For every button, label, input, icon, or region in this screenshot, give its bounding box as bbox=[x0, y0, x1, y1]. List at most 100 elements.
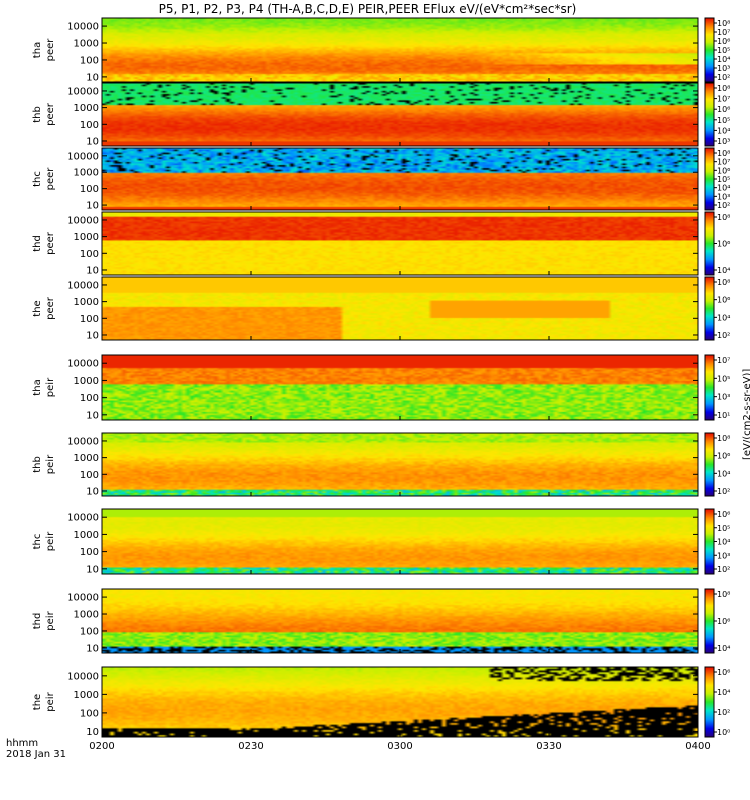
panel-probe-label: thd bbox=[32, 613, 43, 630]
panel-probe-label: thd bbox=[32, 235, 43, 252]
panel-species-label: peir bbox=[45, 531, 56, 551]
colorbar-tick-label: 10⁶ bbox=[717, 510, 730, 519]
heatmap-image bbox=[102, 212, 698, 275]
colorbar bbox=[704, 354, 715, 421]
heatmap-image bbox=[102, 589, 698, 653]
panel-probe-label: thb bbox=[32, 456, 43, 473]
y-tick-label: 10000 bbox=[67, 86, 99, 97]
y-tick-label: 10 bbox=[86, 564, 99, 575]
y-tick-label: 1000 bbox=[74, 39, 99, 50]
y-tick-label: 10 bbox=[86, 643, 99, 654]
y-tick-label: 100 bbox=[80, 249, 99, 260]
y-tick-label: 10000 bbox=[67, 359, 99, 370]
colorbar-tick-label: 10² bbox=[717, 487, 730, 496]
colorbar-tick-label: 10⁷ bbox=[717, 356, 730, 365]
colorbar-tick-label: 10⁵ bbox=[717, 116, 730, 125]
colorbar-tick-label: 10⁴ bbox=[717, 469, 730, 478]
colorbar-tick-label: 10⁶ bbox=[717, 166, 730, 175]
chart-title: P5, P1, P2, P3, P4 (TH-A,B,C,D,E) PEIR,P… bbox=[158, 2, 577, 16]
colorbar-tick-label: 10⁸ bbox=[717, 590, 730, 599]
colorbar-tick-label: 10⁰ bbox=[717, 728, 730, 737]
y-tick-label: 100 bbox=[80, 314, 99, 325]
colorbar-tick-label: 10⁴ bbox=[717, 644, 730, 653]
spectrogram-panel: 10 100 1000 10000 thd peer 10⁸ 10⁶ 10⁴ bbox=[32, 211, 730, 276]
colorbar-tick-label: 10⁴ bbox=[717, 313, 730, 322]
heatmap-image bbox=[102, 148, 698, 210]
panel-species-label: peer bbox=[45, 231, 56, 255]
heatmap-image bbox=[102, 509, 698, 574]
colorbar-tick-label: 10⁸ bbox=[717, 434, 730, 443]
colorbar-tick-label: 10³ bbox=[717, 393, 730, 402]
panel-probe-label: the bbox=[32, 694, 43, 710]
colorbar-tick-label: 10⁴ bbox=[717, 55, 730, 64]
colorbar-tick-label: 10⁸ bbox=[717, 149, 730, 158]
panel-species-label: peir bbox=[45, 691, 56, 711]
colorbar bbox=[704, 276, 715, 341]
x-tick-label: 0200 bbox=[89, 741, 114, 752]
colorbar bbox=[704, 17, 715, 83]
spectrogram-panel: 10 100 1000 10000 the peir 10⁶ 10⁴ 10² 10⁰ bbox=[32, 666, 730, 738]
time-axis-label: hhmm 2018 Jan 31 bbox=[6, 738, 66, 760]
time-axis-unit: hhmm bbox=[6, 738, 39, 749]
panel-species-label: peer bbox=[45, 167, 56, 191]
y-tick-label: 10 bbox=[86, 72, 99, 83]
heatmap-image bbox=[102, 83, 698, 146]
colorbar-tick-label: 10² bbox=[717, 331, 730, 340]
x-tick-label: 0300 bbox=[387, 741, 412, 752]
y-tick-label: 10 bbox=[86, 727, 99, 738]
colorbar-tick-label: 10⁵ bbox=[717, 46, 730, 55]
spectrogram-panel: 10 100 1000 10000 thb peir 10⁸ 10⁶ 10⁴ 10² bbox=[32, 432, 730, 497]
colorbar-unit-label: [eV/(cm2-s-sr-eV)] bbox=[742, 368, 750, 460]
colorbar-tick-label: 10⁶ bbox=[717, 617, 730, 626]
time-axis-date: 2018 Jan 31 bbox=[6, 749, 66, 760]
colorbar-tick-label: 10⁷ bbox=[717, 158, 730, 167]
colorbar-tick-label: 10¹ bbox=[717, 411, 730, 420]
y-tick-label: 100 bbox=[80, 184, 99, 195]
heatmap-image bbox=[102, 355, 698, 420]
panel-species-label: peir bbox=[45, 454, 56, 474]
y-tick-label: 10 bbox=[86, 265, 99, 276]
y-tick-label: 1000 bbox=[74, 690, 99, 701]
y-tick-label: 10000 bbox=[67, 671, 99, 682]
colorbar-tick-label: 10⁶ bbox=[717, 668, 730, 677]
colorbar-tick-label: 10⁶ bbox=[717, 240, 730, 249]
y-tick-label: 100 bbox=[80, 708, 99, 719]
colorbar-tick-label: 10⁴ bbox=[717, 266, 730, 275]
colorbar-tick-label: 10⁵ bbox=[717, 175, 730, 184]
colorbar-tick-label: 10⁸ bbox=[717, 19, 730, 28]
spectrogram-panel: 10 100 1000 10000 tha peir 10⁷ 10⁵ 10³ 10¹ bbox=[32, 354, 730, 421]
y-tick-label: 10 bbox=[86, 136, 99, 147]
panel-species-label: peer bbox=[45, 296, 56, 320]
colorbar-tick-label: 10⁶ bbox=[717, 105, 730, 114]
panel-probe-label: thc bbox=[32, 171, 43, 187]
y-tick-label: 10000 bbox=[67, 593, 99, 604]
y-tick-label: 10 bbox=[86, 486, 99, 497]
spectrogram-panel: 10 100 1000 10000 thc peer 10⁸10⁷10⁶10⁵10⁴10³1… bbox=[32, 147, 730, 212]
y-tick-label: 100 bbox=[80, 470, 99, 481]
spectrogram-panel: 10 100 1000 10000 thd peir 10⁸ 10⁶ 10⁴ bbox=[32, 588, 730, 654]
heatmap-image bbox=[102, 18, 698, 82]
y-tick-label: 10000 bbox=[67, 151, 99, 162]
colorbar bbox=[704, 508, 715, 575]
colorbar-tick-label: 10⁸ bbox=[717, 84, 730, 93]
colorbar bbox=[704, 588, 715, 654]
y-tick-label: 100 bbox=[80, 393, 99, 404]
y-tick-label: 10000 bbox=[67, 280, 99, 291]
x-tick-label: 0400 bbox=[685, 741, 710, 752]
panel-probe-label: the bbox=[32, 300, 43, 316]
colorbar-tick-label: 10⁴ bbox=[717, 126, 730, 135]
colorbar-tick-label: 10⁵ bbox=[717, 524, 730, 533]
colorbar-tick-label: 10² bbox=[717, 708, 730, 717]
y-tick-label: 10000 bbox=[67, 22, 99, 33]
y-tick-label: 1000 bbox=[74, 103, 99, 114]
heatmap-image bbox=[102, 277, 698, 340]
colorbar-tick-label: 10⁶ bbox=[717, 37, 730, 46]
colorbar-tick-label: 10² bbox=[717, 201, 730, 210]
colorbar-tick-label: 10⁷ bbox=[717, 95, 730, 104]
colorbar-tick-label: 10⁷ bbox=[717, 28, 730, 37]
y-tick-label: 100 bbox=[80, 55, 99, 66]
y-tick-label: 10 bbox=[86, 330, 99, 341]
colorbar bbox=[704, 147, 715, 211]
y-tick-label: 1000 bbox=[74, 232, 99, 243]
